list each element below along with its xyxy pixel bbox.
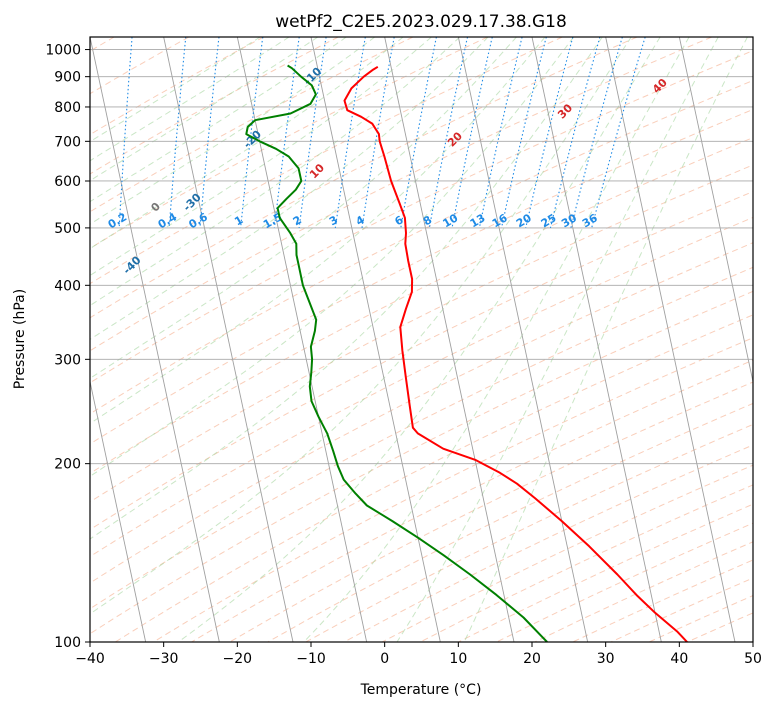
dry-adiabat bbox=[420, 37, 775, 642]
dry-adiabat bbox=[611, 37, 775, 642]
x-tick-label: 30 bbox=[597, 651, 615, 667]
temperature-profile bbox=[345, 67, 688, 642]
dry-adiabat bbox=[382, 37, 775, 642]
mixing-ratio-line bbox=[401, 37, 437, 228]
y-axis: 100 200 300 400 500 600 700 800 900 1000 bbox=[45, 43, 90, 651]
moist-adiabat-label: 0 bbox=[148, 200, 163, 215]
y-tick-label: 100 bbox=[54, 635, 81, 651]
dry-adiabat bbox=[0, 37, 338, 642]
dry-adiabat bbox=[535, 37, 775, 642]
y-tick-label: 700 bbox=[54, 134, 81, 150]
dry-adiabat bbox=[0, 37, 637, 642]
dry-adiabat bbox=[0, 37, 264, 642]
isotherm-line bbox=[385, 37, 514, 642]
mixing-ratio-line bbox=[335, 37, 365, 228]
y-tick-label: 500 bbox=[54, 221, 81, 237]
moist-adiabat bbox=[304, 37, 689, 642]
y-tick-label: 200 bbox=[54, 457, 81, 473]
moist-adiabat bbox=[0, 37, 460, 642]
mixing-ratio-label: 4 bbox=[354, 213, 367, 228]
moist-adiabat bbox=[0, 37, 260, 642]
dry-adiabat bbox=[230, 37, 775, 642]
x-tick-label: 10 bbox=[449, 651, 467, 667]
dry-adiabat bbox=[1, 37, 775, 642]
x-tick-label: −30 bbox=[149, 651, 179, 667]
x-tick-label: 50 bbox=[744, 651, 762, 667]
x-tick-label: 20 bbox=[523, 651, 541, 667]
mixing-ratio-line bbox=[299, 37, 326, 228]
y-tick-label: 1000 bbox=[45, 43, 81, 59]
isotherm-line bbox=[679, 37, 775, 642]
moist-adiabat bbox=[0, 37, 545, 642]
x-tick-label: 0 bbox=[380, 651, 389, 667]
moist-adiabat bbox=[0, 37, 574, 642]
mixing-ratio-line bbox=[169, 37, 186, 228]
mixing-ratio-label: 8 bbox=[421, 213, 434, 228]
x-axis-label: Temperature (°C) bbox=[360, 682, 482, 698]
dry-adiabat bbox=[0, 37, 775, 642]
moist-adiabat bbox=[0, 37, 488, 642]
mixing-ratio-line bbox=[72, 37, 82, 228]
y-tick-label: 800 bbox=[54, 100, 81, 116]
isotherm-line bbox=[237, 37, 366, 642]
dry-adiabat bbox=[573, 37, 775, 642]
dry-adiabat bbox=[649, 37, 775, 642]
dewpoint-profile bbox=[246, 66, 547, 643]
moist-adiabat bbox=[0, 37, 346, 642]
x-tick-label: 40 bbox=[670, 651, 688, 667]
mixing-ratio-line bbox=[592, 37, 646, 228]
isotherm-line bbox=[753, 37, 775, 642]
isotherm-line bbox=[90, 37, 219, 642]
dry-adiabat bbox=[0, 37, 775, 642]
moist-adiabat bbox=[0, 37, 289, 642]
mixing-ratio-label: 1 bbox=[232, 213, 245, 228]
isotherm-line bbox=[16, 37, 145, 642]
mixing-ratio-line bbox=[526, 37, 573, 228]
dry-adiabat bbox=[39, 37, 775, 642]
moist-adiabat bbox=[50, 37, 632, 642]
y-axis-label: Pressure (hPa) bbox=[12, 289, 28, 389]
y-tick-label: 900 bbox=[54, 70, 81, 86]
moist-adiabat bbox=[0, 37, 318, 642]
dry-adiabat bbox=[0, 37, 775, 642]
x-tick-label: −10 bbox=[296, 651, 326, 667]
dry-adiabat bbox=[0, 37, 189, 642]
dry-adiabat bbox=[0, 37, 775, 642]
moist-adiabat-label: 10 bbox=[307, 161, 327, 181]
isotherm-line bbox=[0, 37, 72, 642]
x-tick-label: −20 bbox=[223, 651, 253, 667]
mixing-ratio-line bbox=[550, 37, 600, 228]
x-tick-label: −40 bbox=[75, 651, 105, 667]
dry-adiabat bbox=[0, 37, 775, 642]
y-tick-label: 400 bbox=[54, 278, 81, 294]
moist-adiabat bbox=[0, 37, 375, 642]
dry-adiabat bbox=[0, 37, 775, 642]
mixing-ratio-line bbox=[571, 37, 623, 228]
mixing-ratio-label: 3 bbox=[327, 213, 340, 228]
moist-adiabat-label: 30 bbox=[555, 101, 575, 121]
isotherm-label: -50 bbox=[60, 317, 83, 340]
isotherm-line bbox=[164, 37, 293, 642]
dry-adiabat bbox=[0, 37, 488, 642]
dry-adiabat bbox=[0, 37, 775, 642]
moist-adiabat bbox=[0, 37, 403, 642]
x-axis: −40 −30 −20 −10 0 10 20 30 40 50 bbox=[75, 642, 762, 667]
y-tick-label: 300 bbox=[54, 352, 81, 368]
y-tick-label: 600 bbox=[54, 174, 81, 190]
plot-frame bbox=[90, 37, 753, 642]
chart-title: wetPf2_C2E5.2023.029.17.38.G18 bbox=[275, 12, 567, 32]
mixing-ratio-label: 2 bbox=[291, 213, 304, 228]
mixing-ratio-line bbox=[429, 37, 467, 228]
